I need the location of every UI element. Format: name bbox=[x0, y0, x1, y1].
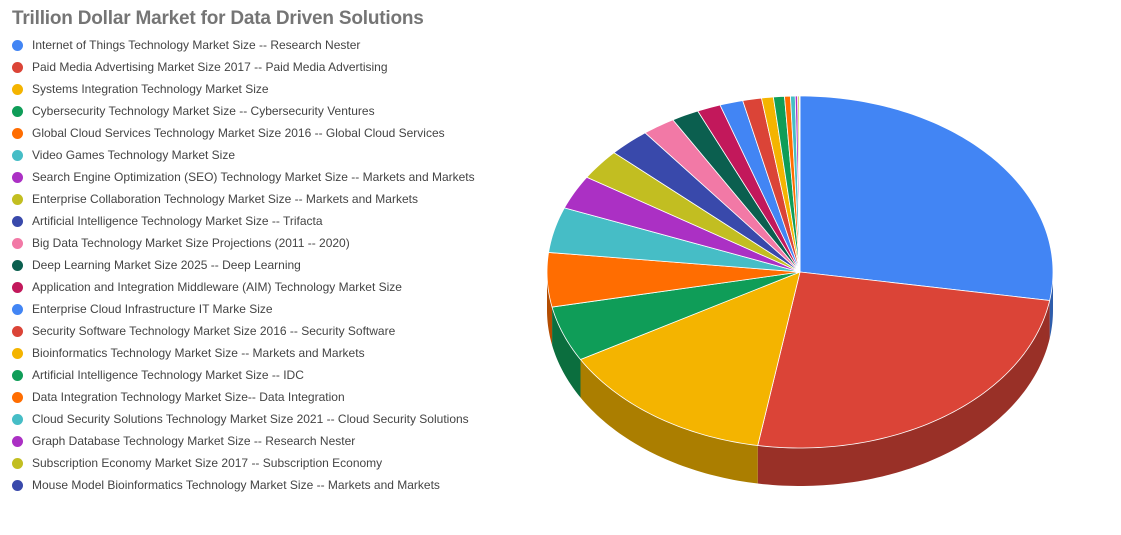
legend-item: Mouse Model Bioinformatics Technology Ma… bbox=[12, 474, 475, 496]
legend-swatch bbox=[12, 149, 23, 161]
pie-slice bbox=[644, 119, 801, 273]
legend-label: Cloud Security Solutions Technology Mark… bbox=[32, 412, 469, 426]
pie-slice bbox=[564, 176, 801, 273]
legend-swatch bbox=[12, 347, 23, 359]
legend-item: Enterprise Cloud Infrastructure IT Marke… bbox=[12, 298, 475, 320]
legend-label: Paid Media Advertising Market Size 2017 … bbox=[32, 60, 388, 74]
legend-item: Enterprise Collaboration Technology Mark… bbox=[12, 188, 475, 210]
legend-item: Artificial Intelligence Technology Marke… bbox=[12, 210, 475, 232]
legend-label: Security Software Technology Market Size… bbox=[32, 324, 396, 338]
legend-label: Application and Integration Middleware (… bbox=[32, 280, 402, 294]
legend-item: Bioinformatics Technology Market Size --… bbox=[12, 342, 475, 364]
legend-label: Mouse Model Bioinformatics Technology Ma… bbox=[32, 478, 440, 492]
legend-item: Internet of Things Technology Market Siz… bbox=[12, 34, 475, 56]
pie-slice-side bbox=[552, 307, 581, 398]
legend-label: Subscription Economy Market Size 2017 --… bbox=[32, 456, 383, 470]
pie-slice-side bbox=[757, 300, 1050, 486]
pie-slice bbox=[548, 207, 801, 273]
legend-swatch bbox=[12, 61, 23, 73]
legend-item: Security Software Technology Market Size… bbox=[12, 320, 475, 342]
legend-swatch bbox=[12, 193, 23, 205]
pie-slice bbox=[799, 95, 1054, 301]
legend-item: Graph Database Technology Market Size --… bbox=[12, 430, 475, 452]
chart-legend: Internet of Things Technology Market Siz… bbox=[12, 34, 475, 496]
legend-swatch bbox=[12, 369, 23, 381]
pie-slice bbox=[672, 110, 801, 273]
pie-slice-side bbox=[580, 359, 758, 484]
pie-slice bbox=[697, 104, 801, 273]
legend-label: Cybersecurity Technology Market Size -- … bbox=[32, 104, 375, 118]
legend-label: Internet of Things Technology Market Siz… bbox=[32, 38, 361, 52]
legend-swatch bbox=[12, 237, 23, 249]
legend-item: Application and Integration Middleware (… bbox=[12, 276, 475, 298]
legend-swatch bbox=[12, 171, 23, 183]
legend-label: Search Engine Optimization (SEO) Technol… bbox=[32, 170, 475, 184]
legend-label: Enterprise Collaboration Technology Mark… bbox=[32, 192, 418, 206]
legend-swatch bbox=[12, 259, 23, 271]
legend-swatch bbox=[12, 457, 23, 469]
legend-label: Global Cloud Services Technology Market … bbox=[32, 126, 445, 140]
legend-swatch bbox=[12, 215, 23, 227]
legend-item: Cloud Security Solutions Technology Mark… bbox=[12, 408, 475, 430]
pie-slice bbox=[798, 95, 801, 273]
legend-label: Artificial Intelligence Technology Marke… bbox=[32, 368, 304, 382]
legend-swatch bbox=[12, 303, 23, 315]
legend-item: Artificial Intelligence Technology Marke… bbox=[12, 364, 475, 386]
legend-label: Deep Learning Market Size 2025 -- Deep L… bbox=[32, 258, 301, 272]
pie-slice bbox=[580, 271, 801, 446]
pie-slice bbox=[546, 252, 801, 308]
legend-item: Global Cloud Services Technology Market … bbox=[12, 122, 475, 144]
legend-label: Enterprise Cloud Infrastructure IT Marke… bbox=[32, 302, 273, 316]
legend-item: Cybersecurity Technology Market Size -- … bbox=[12, 100, 475, 122]
legend-label: Bioinformatics Technology Market Size --… bbox=[32, 346, 365, 360]
legend-swatch bbox=[12, 281, 23, 293]
legend-swatch bbox=[12, 325, 23, 337]
pie-slice bbox=[719, 100, 801, 273]
legend-swatch bbox=[12, 105, 23, 117]
legend-swatch bbox=[12, 413, 23, 425]
legend-item: Search Engine Optimization (SEO) Technol… bbox=[12, 166, 475, 188]
legend-swatch bbox=[12, 83, 23, 95]
legend-label: Artificial Intelligence Technology Marke… bbox=[32, 214, 323, 228]
pie-slice bbox=[757, 271, 1051, 449]
chart-title: Trillion Dollar Market for Data Driven S… bbox=[12, 8, 424, 29]
legend-swatch bbox=[12, 435, 23, 447]
legend-swatch bbox=[12, 479, 23, 491]
legend-item: Subscription Economy Market Size 2017 --… bbox=[12, 452, 475, 474]
legend-label: Systems Integration Technology Market Si… bbox=[32, 82, 269, 96]
legend-item: Paid Media Advertising Market Size 2017 … bbox=[12, 56, 475, 78]
legend-label: Data Integration Technology Market Size-… bbox=[32, 390, 345, 404]
pie-slice bbox=[586, 152, 801, 273]
legend-swatch bbox=[12, 127, 23, 139]
pie-slice bbox=[613, 132, 801, 273]
legend-item: Big Data Technology Market Size Projecti… bbox=[12, 232, 475, 254]
legend-label: Video Games Technology Market Size bbox=[32, 148, 235, 162]
legend-swatch bbox=[12, 391, 23, 403]
legend-item: Data Integration Technology Market Size-… bbox=[12, 386, 475, 408]
legend-item: Deep Learning Market Size 2025 -- Deep L… bbox=[12, 254, 475, 276]
legend-label: Big Data Technology Market Size Projecti… bbox=[32, 236, 350, 250]
legend-item: Video Games Technology Market Size bbox=[12, 144, 475, 166]
legend-label: Graph Database Technology Market Size --… bbox=[32, 434, 356, 448]
pie-slice bbox=[551, 271, 801, 360]
legend-item: Systems Integration Technology Market Si… bbox=[12, 78, 475, 100]
legend-swatch bbox=[12, 39, 23, 51]
